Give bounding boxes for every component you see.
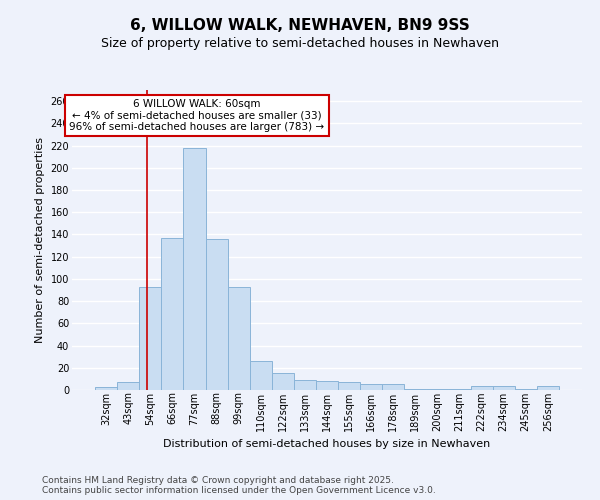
Text: 6, WILLOW WALK, NEWHAVEN, BN9 9SS: 6, WILLOW WALK, NEWHAVEN, BN9 9SS: [130, 18, 470, 32]
Bar: [184, 148, 206, 390]
Bar: [427, 389, 448, 390]
Bar: [294, 380, 316, 390]
Bar: [206, 239, 227, 390]
X-axis label: Distribution of semi-detached houses by size in Newhaven: Distribution of semi-detached houses by …: [163, 439, 491, 449]
Bar: [272, 374, 294, 390]
Bar: [537, 386, 559, 390]
Bar: [95, 386, 117, 390]
Bar: [493, 386, 515, 390]
Bar: [382, 384, 404, 390]
Y-axis label: Number of semi-detached properties: Number of semi-detached properties: [35, 137, 45, 343]
Bar: [515, 389, 537, 390]
Text: Size of property relative to semi-detached houses in Newhaven: Size of property relative to semi-detach…: [101, 38, 499, 51]
Bar: [117, 382, 139, 390]
Bar: [139, 286, 161, 390]
Bar: [470, 386, 493, 390]
Bar: [250, 361, 272, 390]
Bar: [404, 389, 427, 390]
Bar: [338, 382, 360, 390]
Bar: [227, 286, 250, 390]
Text: Contains HM Land Registry data © Crown copyright and database right 2025.
Contai: Contains HM Land Registry data © Crown c…: [42, 476, 436, 495]
Bar: [360, 384, 382, 390]
Bar: [448, 389, 470, 390]
Text: 6 WILLOW WALK: 60sqm
← 4% of semi-detached houses are smaller (33)
96% of semi-d: 6 WILLOW WALK: 60sqm ← 4% of semi-detach…: [70, 99, 325, 132]
Bar: [316, 381, 338, 390]
Bar: [161, 238, 184, 390]
